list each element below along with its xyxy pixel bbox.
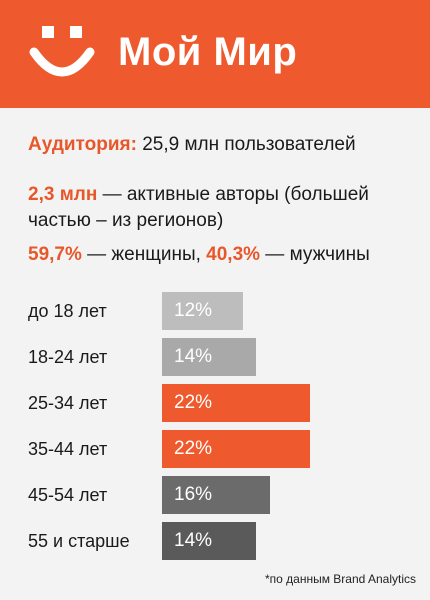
men-text: — мужчины: [260, 244, 370, 265]
footnote: *по данным Brand Analytics: [264, 572, 416, 586]
age-bar-chart: до 18 лет 12% 18-24 лет 14% 25-34 лет 22% 35-4…: [0, 290, 430, 570]
value-label: 22%: [174, 438, 213, 459]
category-label: 25-34 лет: [28, 393, 108, 413]
category-label: до 18 лет: [28, 301, 107, 321]
authors-text: — активные авторы (большей: [97, 184, 369, 205]
value-label: 12%: [174, 300, 213, 321]
chart-row: до 18 лет 12%: [0, 292, 430, 330]
value-label: 22%: [174, 392, 213, 413]
chart-row: 18-24 лет 14%: [0, 338, 430, 376]
bar: [162, 430, 310, 468]
audience-line: Аудитория: 25,9 млн пользователей: [28, 132, 356, 158]
brand-title: Мой Мир: [118, 30, 298, 74]
audience-label: Аудитория:: [28, 134, 137, 155]
value-label: 14%: [174, 346, 213, 367]
authors-line: 2,3 млн — активные авторы (большей: [28, 182, 369, 208]
chart-row: 25-34 лет 22%: [0, 384, 430, 422]
bar: [162, 522, 256, 560]
category-label: 45-54 лет: [28, 485, 108, 505]
authors-line-2: частью – из регионов): [28, 210, 224, 231]
chart-row: 55 и старше 14%: [0, 522, 430, 560]
category-label: 18-24 лет: [28, 347, 108, 367]
chart-row: 35-44 лет 22%: [0, 430, 430, 468]
bar: [162, 476, 270, 514]
category-label: 35-44 лет: [28, 439, 108, 459]
value-label: 16%: [174, 484, 213, 505]
header-banner: Мой Мир: [0, 0, 430, 108]
bar: [162, 384, 310, 422]
women-text: — женщины,: [81, 244, 207, 265]
men-percent: 40,3%: [206, 244, 261, 265]
audience-value: 25,9 млн пользователей: [136, 134, 356, 155]
value-label: 14%: [174, 530, 213, 551]
category-label: 55 и старше: [28, 531, 130, 551]
authors-value: 2,3 млн: [28, 184, 98, 205]
bar: [162, 292, 243, 330]
women-percent: 59,7%: [28, 244, 82, 265]
bar: [162, 338, 256, 376]
smiley-icon: [29, 26, 95, 77]
gender-line: 59,7% — женщины, 40,3% — мужчины: [28, 242, 370, 268]
chart-row: 45-54 лет 16%: [0, 476, 430, 514]
